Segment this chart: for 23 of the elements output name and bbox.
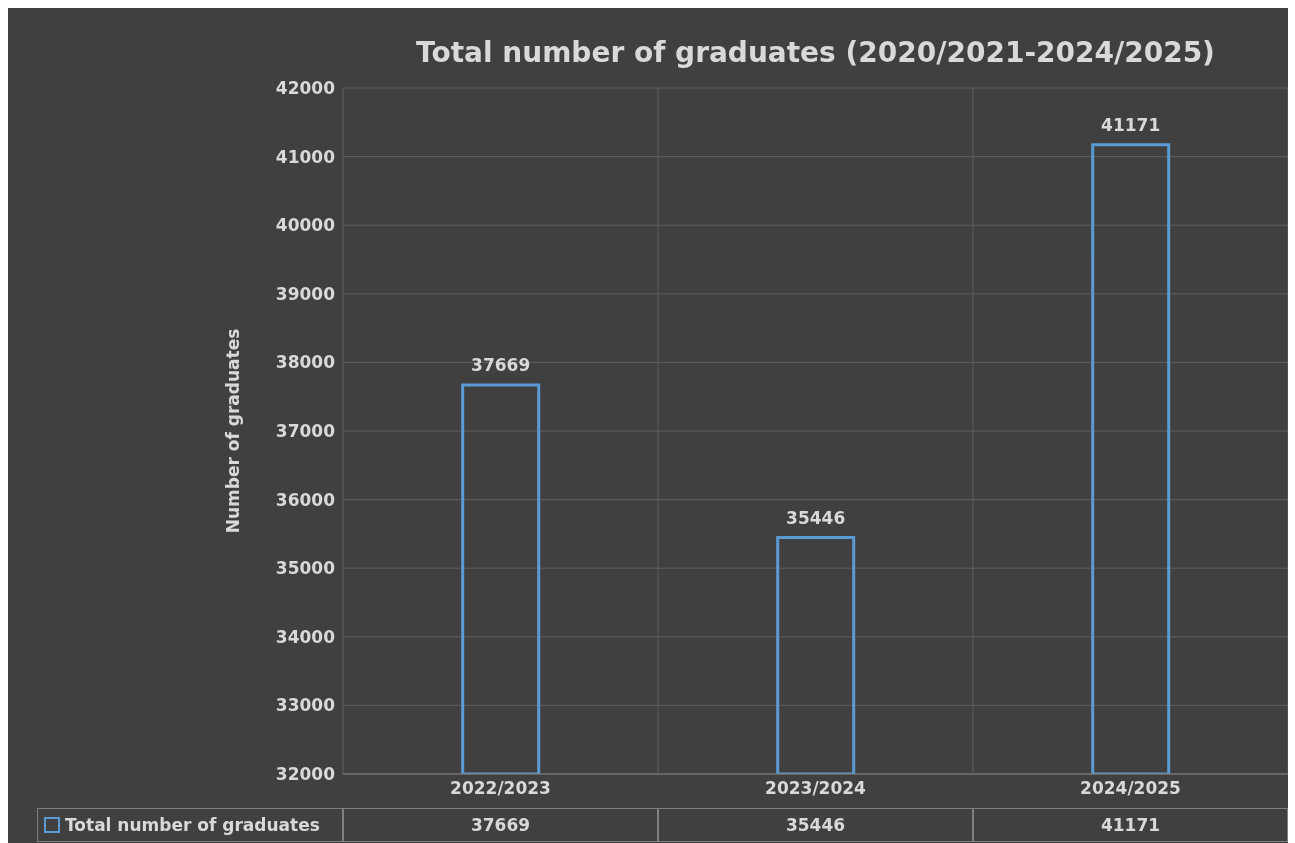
annotation: 41171 xyxy=(1101,114,1161,135)
y-tick-label: 32000 xyxy=(275,764,336,785)
y-tick-label: 35000 xyxy=(275,558,336,579)
y-tick-label: 39000 xyxy=(275,283,336,304)
data-label: 35446 xyxy=(658,808,973,842)
legend-label: Total number of graduates xyxy=(37,808,343,842)
y-tick-label: 40000 xyxy=(275,215,336,236)
y-tick-label: 41000 xyxy=(275,146,336,167)
data-label: 41171 xyxy=(973,808,1288,842)
y-tick-label: 37000 xyxy=(275,421,336,442)
y-tick-label: 42000 xyxy=(275,78,336,99)
y-tick-label: 34000 xyxy=(275,626,336,647)
annotation: 35446 xyxy=(786,507,846,528)
y-tick-label: 38000 xyxy=(275,352,336,373)
x-tick-label: 2024/2025 xyxy=(1080,778,1181,799)
annotation: 37669 xyxy=(471,355,531,376)
chart-title: Total number of graduates (2020/2021-2024/2025) xyxy=(415,36,1216,69)
x-tick-label: 2023/2024 xyxy=(765,778,867,799)
y-axis-title: Number of graduates xyxy=(223,328,244,534)
x-tick-label: 2022/2023 xyxy=(450,778,551,799)
y-tick-label: 33000 xyxy=(275,695,336,716)
data-label: 37669 xyxy=(343,808,658,842)
y-tick-label: 36000 xyxy=(275,489,336,510)
